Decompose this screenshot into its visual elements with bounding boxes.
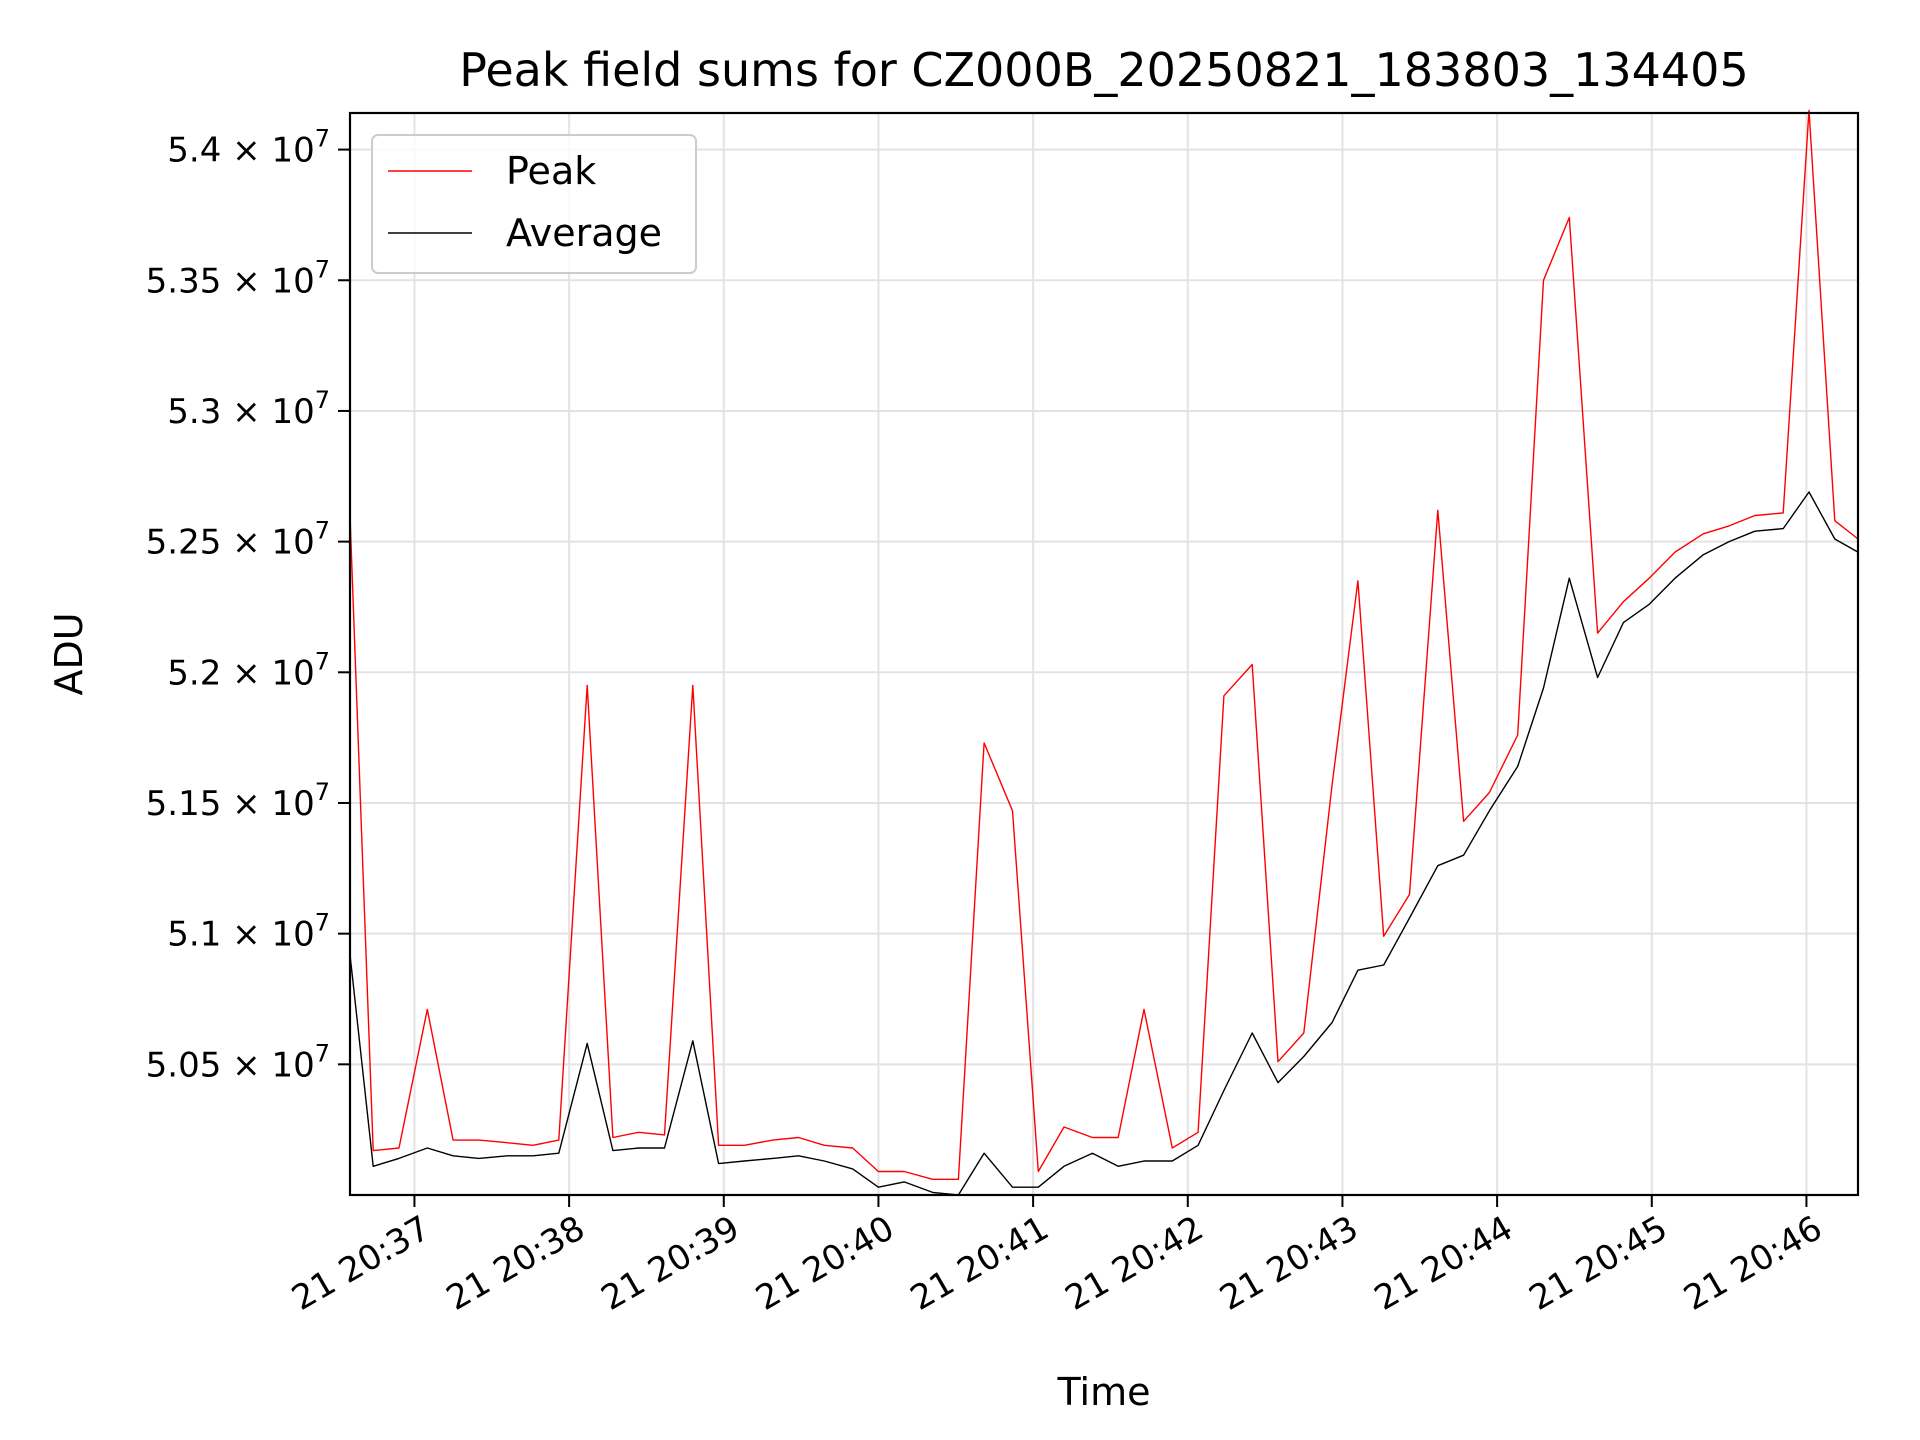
y-axis-label: ADU [47,612,91,695]
series-line-average [349,491,1859,1196]
y-tick-label: 5.2 × 107 [167,647,330,693]
y-tick-label: 5.3 × 107 [167,386,330,432]
y-tick-label: 5.35 × 107 [146,255,330,301]
chart-title: Peak field sums for CZ000B_20250821_1838… [459,43,1748,97]
y-tick-label: 5.1 × 107 [167,909,330,955]
series-line-peak [349,109,1859,1181]
y-tick-label: 5.05 × 107 [146,1039,330,1085]
legend: Peak Average [371,134,697,274]
legend-label-average: Average [506,211,662,255]
plot-frame [348,111,1860,1197]
y-tick-label: 5.25 × 107 [146,517,330,563]
y-tick-label: 5.4 × 107 [167,125,330,171]
legend-box [371,134,697,274]
grid [350,113,1858,1195]
y-tick-label: 5.15 × 107 [146,778,330,824]
series-layer [349,109,1859,1196]
x-axis-label: Time [1057,1370,1151,1414]
legend-label-peak: Peak [506,149,596,193]
y-axis-ticks: 5.05 × 107 5.1 × 107 5.15 × 107 5.2 × 107 5.… [146,125,350,1085]
